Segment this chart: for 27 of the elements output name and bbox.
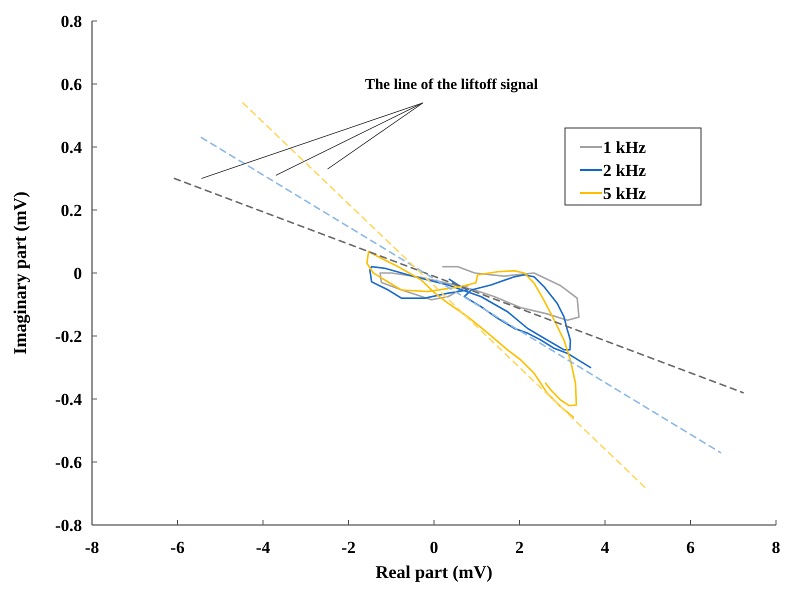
x-tick-label: 2 (515, 538, 524, 557)
y-tick-label: -0.2 (55, 326, 82, 346)
line-series (366, 250, 578, 418)
x-tick-label: -2 (341, 538, 356, 557)
y-tick-label: -0.8 (55, 516, 82, 535)
line-series (379, 266, 580, 322)
y-tick-label: 0.6 (60, 74, 82, 94)
x-tick-label: -8 (84, 538, 100, 557)
legend-label: 5 kHz (603, 184, 646, 203)
legend-label: 2 kHz (603, 160, 646, 180)
y-tick-label: -0.4 (55, 390, 82, 409)
y-tick-label: 0.4 (60, 138, 82, 157)
y-tick-label: 0 (74, 264, 82, 283)
x-tick-label: -6 (170, 538, 185, 557)
x-axis-title: Real part (mV) (376, 562, 492, 582)
y-tick-label: 0.2 (60, 200, 82, 220)
line-series (369, 266, 592, 368)
y-axis-title: Imaginary part (mV) (10, 192, 30, 354)
x-tick-label: 8 (772, 538, 780, 557)
x-tick-label: -4 (256, 538, 271, 557)
legend-label: 1 kHz (603, 138, 646, 157)
annotation: The line of the liftoff signal (364, 76, 538, 93)
x-tick-label: 4 (600, 538, 610, 557)
x-tick-label: 0 (430, 538, 438, 557)
y-tick-label: -0.6 (55, 452, 82, 472)
x-tick-label: 6 (686, 538, 695, 557)
y-tick-label: 0.8 (60, 12, 82, 31)
